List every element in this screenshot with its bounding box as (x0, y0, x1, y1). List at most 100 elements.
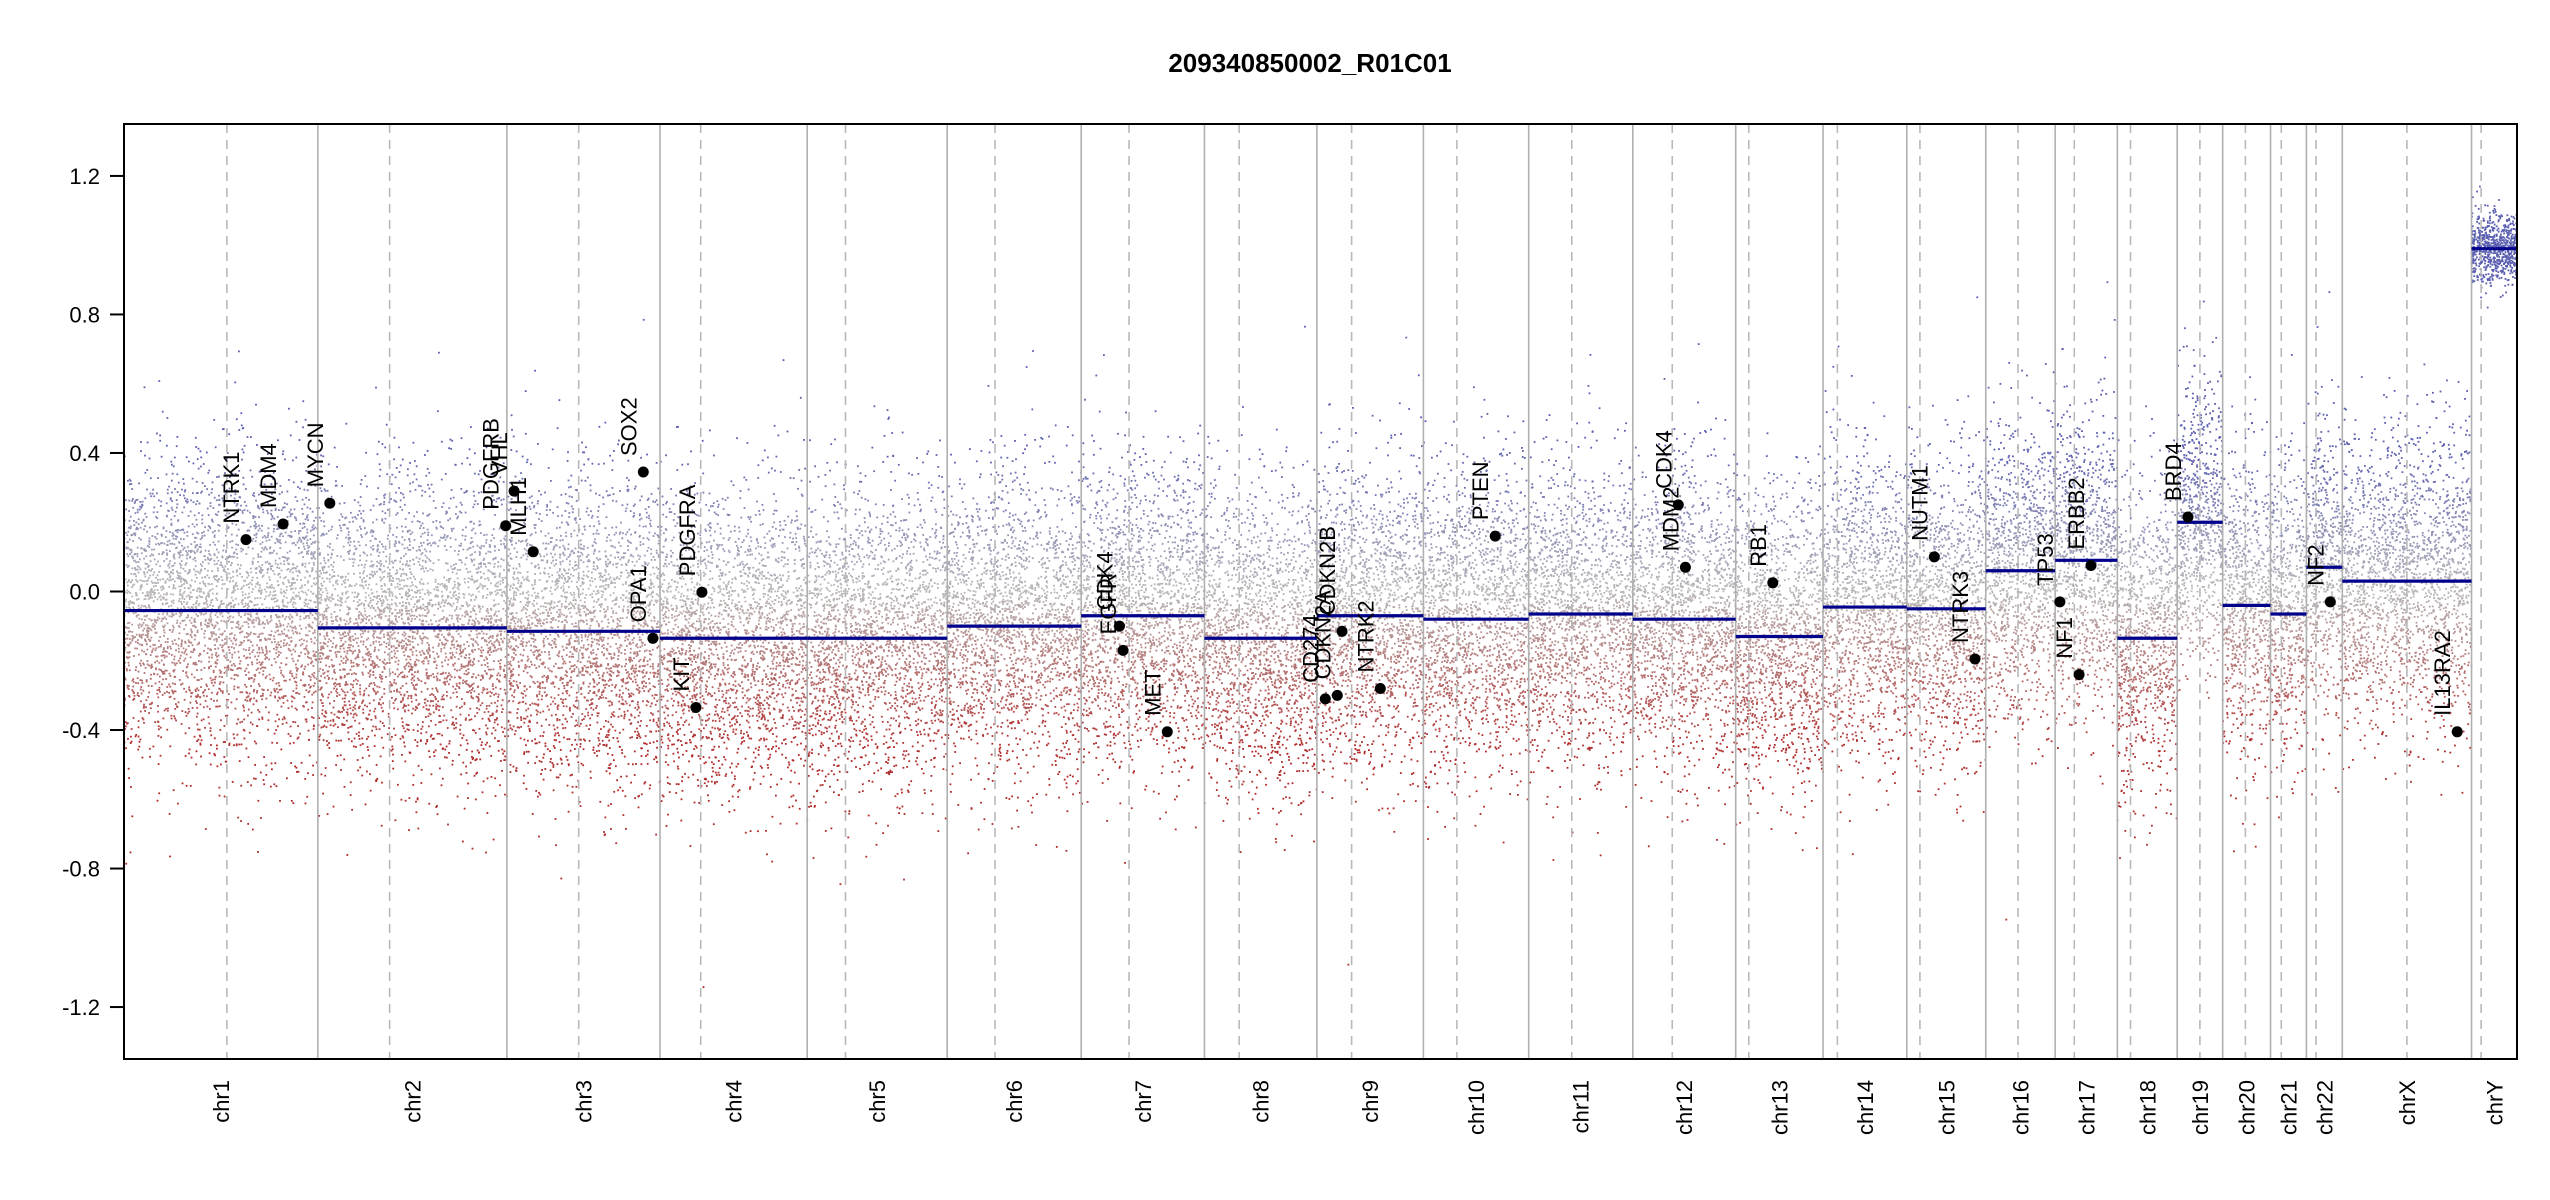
probe-point (166, 417, 169, 419)
probe-point (143, 615, 146, 618)
probe-point (183, 698, 186, 701)
probe-point (273, 689, 276, 692)
probe-point (243, 737, 246, 740)
probe-point (303, 639, 305, 642)
probe-point (137, 670, 140, 673)
probe-point (412, 547, 414, 549)
probe-point (408, 603, 411, 606)
probe-point (418, 600, 420, 603)
probe-point (398, 588, 401, 590)
probe-point (250, 711, 253, 714)
probe-point (401, 645, 403, 648)
probe-point (390, 634, 393, 636)
probe-point (341, 575, 344, 578)
probe-point (251, 661, 253, 664)
probe-point (256, 725, 258, 727)
probe-point (231, 473, 234, 476)
probe-point (259, 639, 261, 642)
probe-point (497, 640, 500, 643)
probe-point (421, 598, 424, 600)
probe-point (142, 689, 145, 692)
probe-point (383, 641, 385, 644)
probe-point (263, 598, 266, 600)
probe-point (189, 591, 192, 594)
probe-point (146, 571, 149, 574)
probe-point (308, 498, 310, 501)
probe-point (486, 665, 489, 668)
probe-point (254, 516, 257, 518)
probe-point (297, 770, 300, 773)
probe-point (181, 544, 183, 547)
probe-point (132, 532, 135, 535)
probe-point (283, 695, 285, 698)
probe-point (425, 657, 428, 660)
probe-point (257, 506, 259, 509)
probe-point (144, 639, 146, 642)
probe-point (156, 432, 158, 435)
probe-point (185, 674, 188, 677)
probe-point (126, 566, 129, 568)
probe-point (254, 655, 256, 658)
probe-point (458, 550, 460, 552)
probe-point (287, 733, 290, 735)
probe-point (392, 632, 395, 635)
probe-point (236, 585, 239, 587)
probe-point (268, 562, 270, 565)
probe-point (278, 689, 281, 691)
probe-point (499, 583, 502, 586)
probe-point (305, 615, 307, 618)
probe-point (211, 518, 213, 521)
probe-point (179, 662, 182, 664)
probe-point (297, 532, 300, 535)
probe-point (288, 649, 291, 652)
probe-point (370, 682, 373, 685)
probe-point (235, 744, 238, 747)
probe-point (377, 649, 380, 652)
probe-point (342, 524, 345, 526)
probe-point (193, 514, 196, 517)
probe-point (179, 562, 181, 565)
probe-point (288, 511, 291, 513)
probe-point (279, 542, 282, 545)
probe-point (161, 683, 163, 686)
probe-point (302, 705, 305, 707)
probe-point (248, 586, 250, 589)
probe-point (331, 593, 334, 596)
probe-point (201, 565, 203, 567)
probe-point (184, 755, 187, 757)
probe-point (350, 585, 353, 587)
probe-point (379, 564, 382, 567)
probe-point (419, 549, 422, 552)
probe-point (386, 662, 388, 664)
probe-point (430, 544, 433, 547)
probe-point (145, 640, 147, 643)
probe-point (297, 595, 300, 597)
probe-point (402, 697, 404, 699)
probe-point (448, 742, 451, 745)
probe-point (339, 600, 342, 603)
probe-point (234, 381, 237, 384)
probe-point (276, 699, 279, 702)
probe-point (381, 519, 384, 522)
probe-point (203, 613, 205, 616)
probe-point (440, 648, 443, 650)
probe-point (249, 511, 251, 514)
probe-point (347, 579, 349, 581)
probe-point (172, 642, 174, 645)
probe-point (370, 599, 372, 602)
probe-point (443, 636, 445, 638)
probe-point (416, 707, 419, 710)
probe-point (433, 588, 436, 591)
probe-point (307, 615, 310, 617)
probe-point (376, 550, 379, 553)
probe-point (290, 615, 293, 618)
probe-point (383, 570, 386, 573)
probe-point (365, 646, 367, 648)
probe-point (206, 594, 209, 597)
probe-point (267, 594, 270, 597)
probe-point (477, 604, 480, 607)
probe-point (426, 468, 429, 470)
probe-point (140, 538, 142, 541)
probe-point (359, 603, 362, 606)
probe-point (449, 517, 452, 520)
